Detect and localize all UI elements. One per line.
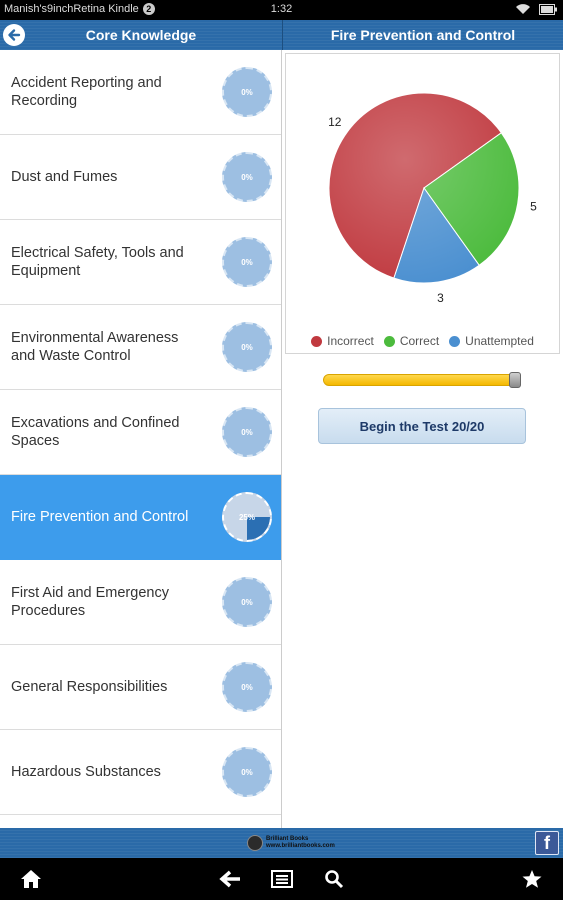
brand-logo-mark: [247, 835, 263, 851]
topic-label: Accident Reporting and Recording: [11, 75, 162, 109]
header-left: Core Knowledge: [0, 20, 282, 50]
topic-row[interactable]: First Aid and Emergency Procedures 0%: [0, 560, 281, 645]
nav-back-button[interactable]: [217, 866, 243, 892]
header-right-title: Fire Prevention and Control: [330, 27, 516, 43]
facebook-icon: f: [544, 833, 550, 853]
topic-label: Excavations and Confined Spaces: [11, 415, 180, 449]
pie-value-label: 5: [530, 199, 537, 213]
brand-logo-line2: www.brilliantbooks.com: [266, 843, 335, 849]
app-footer: Brilliant Books www.brilliantbooks.com f: [0, 828, 563, 858]
progress-ring: 0%: [222, 322, 272, 372]
search-button[interactable]: [321, 866, 347, 892]
home-button[interactable]: [18, 866, 44, 892]
topic-row[interactable]: Fire Prevention and Control 25%: [0, 475, 281, 560]
progress-percent: 0%: [241, 172, 253, 182]
legend-swatch: [311, 335, 323, 347]
battery-icon: [539, 3, 557, 18]
slider-track[interactable]: [323, 374, 517, 386]
topic-label: First Aid and Emergency Procedures: [11, 585, 169, 619]
progress-ring: 0%: [222, 407, 272, 457]
progress-ring: 0%: [222, 67, 272, 117]
legend-label: Correct: [399, 334, 440, 348]
topic-label: General Responsibilities: [11, 679, 168, 695]
home-icon: [21, 870, 41, 888]
wifi-icon: [515, 3, 531, 18]
legend-item-incorrect[interactable]: Incorrect: [311, 334, 374, 348]
progress-percent: 0%: [241, 427, 253, 437]
progress-fill: [247, 517, 270, 540]
brand-logo-line1: Brilliant Books: [266, 836, 309, 842]
favorites-button[interactable]: [519, 866, 545, 892]
question-count-slider[interactable]: [323, 372, 523, 388]
topic-label: Environmental Awareness and Waste Contro…: [11, 330, 179, 364]
legend-label: Incorrect: [327, 334, 374, 348]
topic-label: Hazardous Substances: [11, 764, 161, 780]
topic-row[interactable]: Excavations and Confined Spaces 0%: [0, 390, 281, 475]
menu-button[interactable]: [269, 866, 295, 892]
topic-row[interactable]: Accident Reporting and Recording 0%: [0, 50, 281, 135]
progress-ring: 0%: [222, 152, 272, 202]
topic-row[interactable]: Hazardous Substances 0%: [0, 730, 281, 815]
legend-swatch: [449, 335, 461, 347]
facebook-button[interactable]: f: [535, 831, 559, 855]
begin-test-button[interactable]: Begin the Test 20/20: [318, 408, 526, 444]
chart-legend: Incorrect Correct Unattempted: [286, 334, 559, 348]
legend-item-unattempted[interactable]: Unattempted: [449, 334, 534, 348]
topic-row[interactable]: General Responsibilities 0%: [0, 645, 281, 730]
progress-percent: 0%: [241, 342, 253, 352]
star-icon: [522, 870, 542, 888]
progress-percent: 25%: [238, 512, 255, 522]
progress-ring: 0%: [222, 237, 272, 287]
topic-row[interactable]: Dust and Fumes 0%: [0, 135, 281, 220]
status-icons: [515, 3, 557, 18]
topic-row[interactable]: Environmental Awareness and Waste Contro…: [0, 305, 281, 390]
progress-percent: 0%: [241, 257, 253, 267]
clock: 1:32: [270, 3, 293, 15]
topic-row[interactable]: Electrical Safety, Tools and Equipment 0%: [0, 220, 281, 305]
progress-ring: 0%: [222, 662, 272, 712]
topic-label: Fire Prevention and Control: [11, 509, 189, 525]
legend-label: Unattempted: [465, 334, 534, 348]
status-bar: Manish's9inchRetina Kindle 2 1:32: [0, 0, 563, 20]
progress-ring: 0%: [222, 747, 272, 797]
topic-list[interactable]: Accident Reporting and Recording 0% Dust a…: [0, 50, 282, 828]
legend-swatch: [383, 335, 395, 347]
progress-percent: 0%: [241, 597, 253, 607]
brand-logo: Brilliant Books www.brilliantbooks.com: [247, 832, 335, 854]
results-pie-chart: 12 5 3: [328, 92, 537, 305]
device-name: Manish's9inchRetina Kindle: [4, 3, 139, 15]
progress-percent: 0%: [241, 87, 253, 97]
slider-thumb[interactable]: [509, 372, 521, 388]
app-header: Core Knowledge Fire Prevention and Contr…: [0, 20, 563, 50]
progress-ring: 25%: [222, 492, 272, 542]
results-chart-card: 12 5 3 Incorrect Correct Unattempted: [285, 53, 560, 354]
back-button[interactable]: [3, 24, 25, 46]
pie-value-label: 12: [328, 115, 342, 129]
legend-item-correct[interactable]: Correct: [383, 334, 440, 348]
topic-label: Electrical Safety, Tools and Equipment: [11, 245, 184, 279]
header-right: Fire Prevention and Control: [283, 20, 563, 50]
pie-value-label: 3: [437, 291, 444, 305]
device-info: Manish's9inchRetina Kindle 2: [4, 3, 155, 15]
progress-percent: 0%: [241, 767, 253, 777]
search-icon: [325, 870, 344, 889]
back-arrow-icon: [219, 870, 240, 888]
notification-badge[interactable]: 2: [142, 3, 155, 15]
menu-icon: [271, 870, 293, 888]
progress-percent: 0%: [241, 682, 253, 692]
back-arrow-icon: [8, 29, 21, 41]
topic-label: Dust and Fumes: [11, 169, 118, 185]
header-divider: [282, 20, 283, 50]
system-nav-bar: [0, 858, 563, 900]
progress-ring: 0%: [222, 577, 272, 627]
header-left-title: Core Knowledge: [85, 27, 197, 43]
